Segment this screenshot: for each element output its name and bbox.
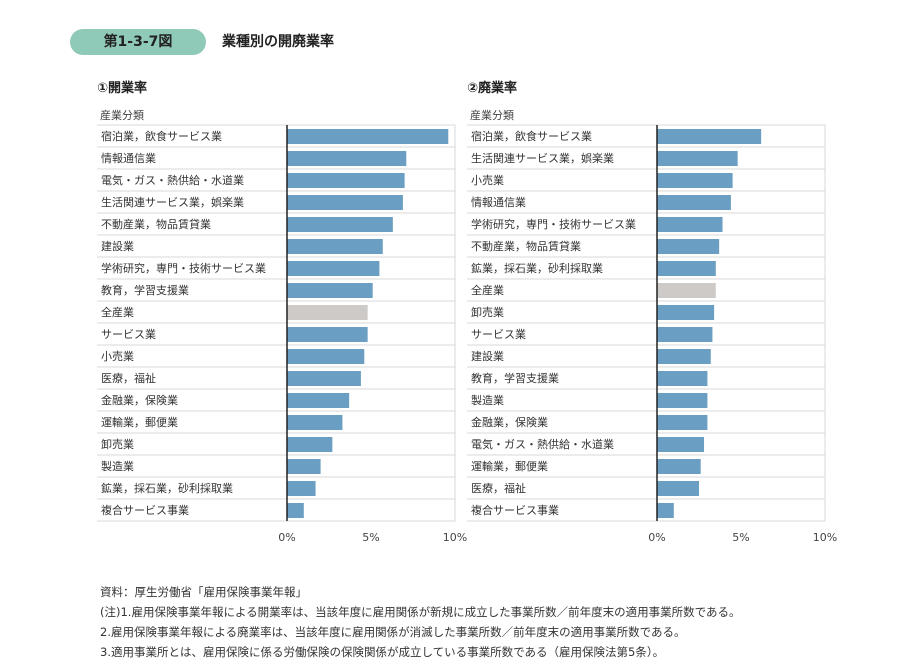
bar: [287, 261, 380, 276]
bar: [287, 459, 321, 474]
source-note: 資料：厚生労働省「雇用保険事業年報」: [100, 585, 307, 599]
bar: [657, 217, 723, 232]
bar: [657, 195, 731, 210]
category-label: 教育，学習支援業: [101, 283, 189, 297]
footnote-3: 3.適用事業所とは、雇用保険に係る労働保険の保険関係が成立している事業所数である…: [100, 645, 665, 659]
bar: [287, 129, 449, 144]
bar: [287, 415, 343, 430]
category-label: 建設業: [101, 239, 134, 253]
category-label: 情報通信業: [471, 196, 526, 209]
bar: [657, 327, 713, 342]
category-label: 金融業，保険業: [471, 415, 548, 429]
total-bar: [287, 305, 368, 320]
category-label: 複合サービス事業: [101, 503, 189, 517]
category-label: 製造業: [101, 459, 134, 473]
category-label: 鉱業，採石業，砂利採取業: [471, 261, 603, 275]
bar: [657, 481, 699, 496]
bar: [287, 349, 365, 364]
category-label: 宿泊業，飲食サービス業: [471, 129, 592, 143]
charts-area: ①開業率産業分類宿泊業，飲食サービス業情報通信業電気・ガス・熱供給・水道業生活関…: [97, 80, 837, 544]
footnote-2: 2.雇用保険事業年報による廃業率は、当該年度に雇用関係が消滅した事業所数／前年度…: [100, 625, 686, 639]
category-header: 産業分類: [100, 109, 144, 122]
bar: [657, 371, 708, 386]
category-label: 宿泊業，飲食サービス業: [101, 129, 222, 143]
category-label: 卸売業: [471, 305, 504, 319]
category-label: 全産業: [471, 283, 504, 297]
bar: [287, 393, 350, 408]
category-label: 不動産業，物品賃貸業: [101, 217, 211, 231]
bar: [657, 239, 720, 254]
x-tick-label: 10%: [813, 531, 837, 544]
category-label: サービス業: [471, 328, 526, 341]
bar: [287, 283, 373, 298]
chart-title: ①開業率: [97, 80, 147, 96]
bar: [287, 173, 405, 188]
bar: [657, 437, 705, 452]
category-label: 卸売業: [101, 437, 134, 451]
bar: [657, 393, 708, 408]
category-label: 学術研究，専門・技術サービス業: [471, 217, 636, 231]
bar: [657, 261, 716, 276]
category-label: 不動産業，物品賃貸業: [471, 239, 581, 253]
x-tick-label: 5%: [732, 531, 749, 544]
category-label: 医療，福祉: [471, 481, 526, 495]
category-label: 医療，福祉: [101, 371, 156, 385]
figure-title: 業種別の開廃業率: [222, 34, 334, 50]
total-bar: [657, 283, 716, 298]
bar: [657, 129, 762, 144]
bar: [287, 195, 403, 210]
bar: [287, 437, 333, 452]
bar: [287, 151, 407, 166]
category-label: 建設業: [471, 349, 504, 363]
category-label: 電気・ガス・熱供給・水道業: [471, 437, 614, 451]
bar: [657, 349, 711, 364]
notes-section: 資料：厚生労働省「雇用保険事業年報」 (注)1.雇用保険事業年報による開業率は、…: [100, 582, 890, 662]
x-tick-label: 10%: [443, 531, 467, 544]
category-label: 運輸業，郵便業: [101, 415, 178, 429]
bar: [287, 481, 316, 496]
category-label: 情報通信業: [101, 152, 156, 165]
bar: [657, 305, 715, 320]
bar: [657, 151, 738, 166]
category-label: 生活関連サービス業，娯楽業: [471, 151, 614, 165]
bar: [657, 503, 674, 518]
category-label: 全産業: [101, 305, 134, 319]
category-label: 教育，学習支援業: [471, 371, 559, 385]
category-label: 鉱業，採石業，砂利採取業: [101, 481, 233, 495]
category-label: サービス業: [101, 328, 156, 341]
bar: [287, 239, 383, 254]
category-header: 産業分類: [470, 109, 514, 122]
category-label: 製造業: [471, 393, 504, 407]
x-tick-label: 0%: [278, 531, 295, 544]
category-label: 複合サービス事業: [471, 503, 559, 517]
category-label: 小売業: [101, 350, 134, 363]
chart-title: ②廃業率: [467, 80, 517, 96]
bar: [287, 327, 368, 342]
category-label: 生活関連サービス業，娯楽業: [101, 195, 244, 209]
bar: [657, 459, 701, 474]
category-label: 金融業，保険業: [101, 393, 178, 407]
figure-number-badge: 第1-3-7図: [70, 29, 206, 55]
footnote-1: (注)1.雇用保険事業年報による開業率は、当該年度に雇用関係が新規に成立した事業…: [100, 605, 741, 619]
x-tick-label: 5%: [362, 531, 379, 544]
bar: [287, 371, 361, 386]
category-label: 運輸業，郵便業: [471, 459, 548, 473]
bar: [287, 217, 393, 232]
category-label: 小売業: [471, 174, 504, 187]
category-label: 学術研究，専門・技術サービス業: [101, 261, 266, 275]
bar: [657, 173, 733, 188]
bar: [287, 503, 304, 518]
x-tick-label: 0%: [648, 531, 665, 544]
bar: [657, 415, 708, 430]
category-label: 電気・ガス・熱供給・水道業: [101, 173, 244, 187]
